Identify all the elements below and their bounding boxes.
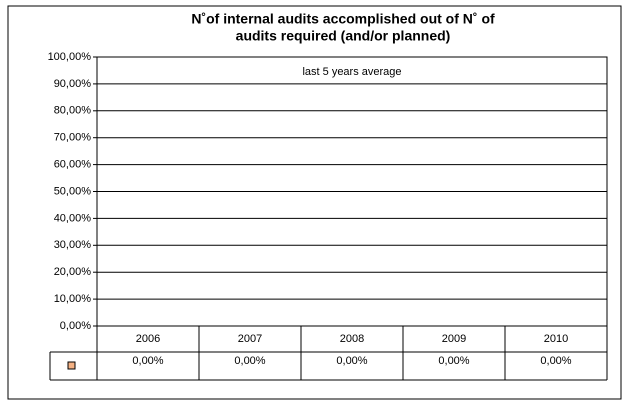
y-tick-label: 60,00% xyxy=(54,159,92,171)
x-tick-label: 2010 xyxy=(544,333,568,345)
y-tick-label: 70,00% xyxy=(54,132,92,144)
chart-title: N˚of internal audits accomplished out of… xyxy=(191,11,495,27)
y-tick-label: 40,00% xyxy=(54,212,92,224)
data-label: 0,00% xyxy=(132,355,163,367)
y-tick-label: 10,00% xyxy=(54,293,92,305)
data-label: 0,00% xyxy=(540,355,571,367)
legend-key xyxy=(67,361,76,370)
data-label: 0,00% xyxy=(336,355,367,367)
y-tick-label: 90,00% xyxy=(54,78,92,90)
y-tick-label: 50,00% xyxy=(54,185,92,197)
x-tick-label: 2008 xyxy=(340,333,364,345)
x-tick-label: 2006 xyxy=(136,333,160,345)
x-tick-label: 2007 xyxy=(238,333,262,345)
y-tick-label: 80,00% xyxy=(54,105,92,117)
y-tick-label: 0,00% xyxy=(60,320,91,332)
chart-title: audits required (and/or planned) xyxy=(236,28,451,44)
x-tick-label: 2009 xyxy=(442,333,466,345)
y-tick-label: 100,00% xyxy=(48,51,92,63)
data-label: 0,00% xyxy=(438,355,469,367)
y-tick-label: 30,00% xyxy=(54,239,92,251)
data-label: 0,00% xyxy=(234,355,265,367)
annotation: last 5 years average xyxy=(302,66,401,78)
y-tick-label: 20,00% xyxy=(54,266,92,278)
